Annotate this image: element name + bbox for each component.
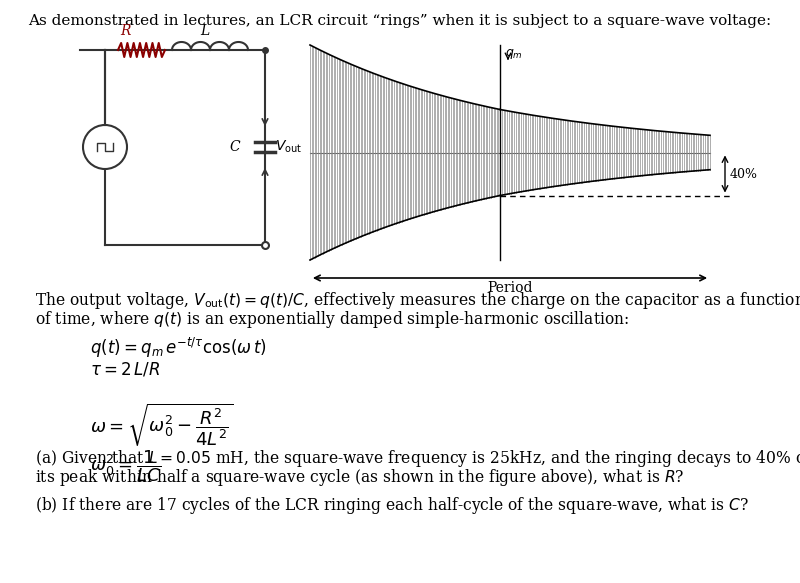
- Text: R: R: [120, 24, 130, 38]
- Text: $\tau = 2\,L/R$: $\tau = 2\,L/R$: [90, 360, 160, 378]
- Text: $q_m$: $q_m$: [505, 47, 523, 61]
- Text: its peak within half a square-wave cycle (as shown in the figure above), what is: its peak within half a square-wave cycle…: [35, 467, 685, 488]
- Text: L: L: [200, 24, 210, 38]
- Text: $q(t) = q_m\, e^{-t/\tau}\cos(\omega\, t)$: $q(t) = q_m\, e^{-t/\tau}\cos(\omega\, t…: [90, 336, 267, 360]
- Text: $\omega = \sqrt{\omega_0^2 - \dfrac{R^2}{4L^2}}$: $\omega = \sqrt{\omega_0^2 - \dfrac{R^2}…: [90, 401, 234, 448]
- Text: 40%: 40%: [730, 167, 758, 181]
- Text: (a) Given that $L = 0.05$ mH, the square-wave frequency is 25kHz, and the ringin: (a) Given that $L = 0.05$ mH, the square…: [35, 448, 800, 469]
- Text: As demonstrated in lectures, an LCR circuit “rings” when it is subject to a squa: As demonstrated in lectures, an LCR circ…: [28, 14, 772, 28]
- Text: of time, where $q(t)$ is an exponentially damped simple-harmonic oscillation:: of time, where $q(t)$ is an exponentiall…: [35, 309, 630, 330]
- Text: C: C: [230, 140, 240, 154]
- Text: (b) If there are 17 cycles of the LCR ringing each half-cycle of the square-wave: (b) If there are 17 cycles of the LCR ri…: [35, 495, 749, 516]
- Text: The output voltage, $V_{\mathrm{out}}(t) = q(t)/C$, effectively measures the cha: The output voltage, $V_{\mathrm{out}}(t)…: [35, 290, 800, 311]
- Text: $V_{\mathrm{out}}$: $V_{\mathrm{out}}$: [275, 139, 302, 155]
- Text: Period: Period: [487, 281, 533, 295]
- Text: $\omega_0^2 = \dfrac{1}{LC}$: $\omega_0^2 = \dfrac{1}{LC}$: [90, 448, 161, 484]
